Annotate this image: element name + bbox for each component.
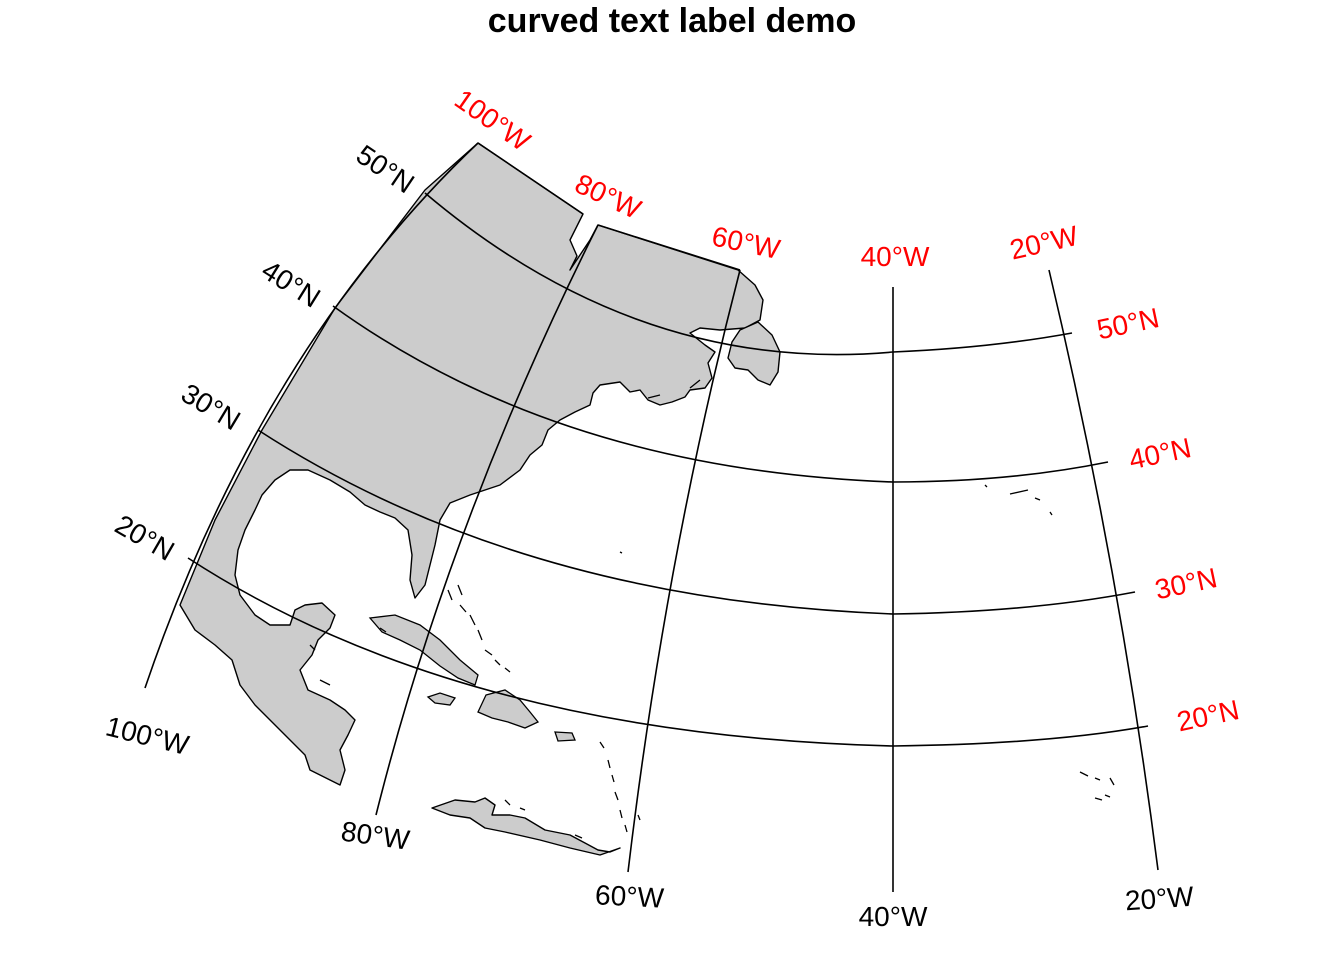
small-islands: [309, 379, 1115, 839]
jamaica-island: [426, 692, 457, 706]
north-america-landmass: [179, 142, 764, 786]
label-bottom-40w: 40°W: [859, 901, 928, 932]
land-layer: [179, 142, 781, 856]
parallel-40n: [332, 305, 1109, 483]
parallel-labels-right: 50°N 40°N 30°N 20°N: [1094, 302, 1242, 737]
label-left-20n: 20°N: [110, 509, 180, 567]
graticule: [144, 142, 1159, 892]
label-top-100w: 100°W: [449, 83, 536, 157]
south-america-landmass: [431, 797, 621, 856]
label-bottom-60w: 60°W: [594, 879, 665, 914]
meridian-80w: [375, 224, 599, 816]
label-top-60w: 60°W: [709, 220, 783, 265]
label-right-20n: 20°N: [1174, 694, 1242, 737]
meridian-100w: [144, 142, 479, 689]
label-bottom-80w: 80°W: [339, 815, 412, 855]
label-bottom-20w: 20°W: [1124, 881, 1195, 917]
label-right-50n: 50°N: [1094, 302, 1162, 345]
label-left-50n: 50°N: [351, 139, 420, 200]
boundary-top-2: [597, 224, 741, 271]
parallel-20n: [187, 557, 1149, 747]
meridian-labels-bottom: 100°W 80°W 60°W 40°W 20°W: [103, 711, 1196, 932]
meridian-20w: [1048, 269, 1159, 871]
label-left-30n: 30°N: [176, 377, 246, 436]
label-right-30n: 30°N: [1152, 562, 1220, 605]
label-top-20w: 20°W: [1007, 220, 1082, 266]
newfoundland-island: [727, 321, 781, 386]
label-right-40n: 40°N: [1126, 432, 1194, 475]
puerto-rico-island: [554, 731, 576, 742]
label-bottom-100w: 100°W: [103, 711, 193, 762]
boundary-top: [477, 142, 584, 215]
label-left-40n: 40°N: [256, 254, 325, 313]
meridian-60w: [627, 269, 741, 873]
hispaniola-island: [477, 689, 540, 729]
label-top-40w: 40°W: [861, 241, 930, 272]
map-title: curved text label demo: [488, 2, 856, 40]
parallel-50n: [424, 192, 1073, 356]
parallel-30n: [257, 429, 1136, 615]
